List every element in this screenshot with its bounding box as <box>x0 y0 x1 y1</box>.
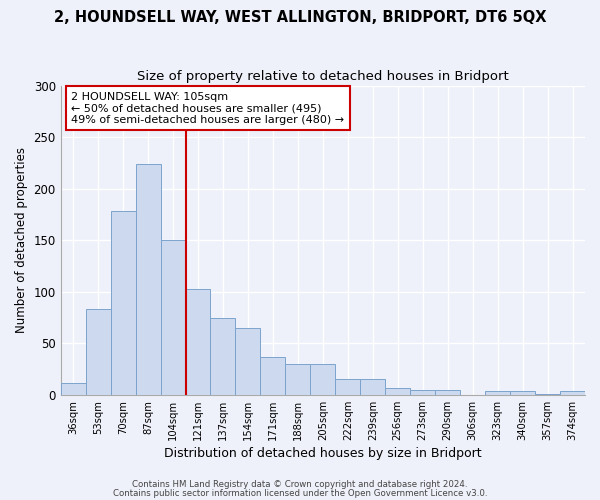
Bar <box>136 164 161 395</box>
Bar <box>385 388 410 395</box>
Bar <box>435 390 460 395</box>
Y-axis label: Number of detached properties: Number of detached properties <box>15 147 28 333</box>
Bar <box>410 390 435 395</box>
Text: Contains HM Land Registry data © Crown copyright and database right 2024.: Contains HM Land Registry data © Crown c… <box>132 480 468 489</box>
Bar <box>310 364 335 395</box>
Bar <box>86 310 110 395</box>
Text: 2 HOUNDSELL WAY: 105sqm
← 50% of detached houses are smaller (495)
49% of semi-d: 2 HOUNDSELL WAY: 105sqm ← 50% of detache… <box>71 92 344 125</box>
Bar <box>185 288 211 395</box>
Bar <box>360 380 385 395</box>
Bar <box>510 390 535 395</box>
X-axis label: Distribution of detached houses by size in Bridport: Distribution of detached houses by size … <box>164 447 482 460</box>
Text: 2, HOUNDSELL WAY, WEST ALLINGTON, BRIDPORT, DT6 5QX: 2, HOUNDSELL WAY, WEST ALLINGTON, BRIDPO… <box>54 10 546 25</box>
Bar <box>61 384 86 395</box>
Bar <box>235 328 260 395</box>
Text: Contains public sector information licensed under the Open Government Licence v3: Contains public sector information licen… <box>113 490 487 498</box>
Bar <box>211 318 235 395</box>
Bar <box>535 394 560 395</box>
Bar <box>286 364 310 395</box>
Bar <box>110 212 136 395</box>
Bar <box>260 356 286 395</box>
Bar <box>335 380 360 395</box>
Bar <box>161 240 185 395</box>
Bar <box>485 390 510 395</box>
Title: Size of property relative to detached houses in Bridport: Size of property relative to detached ho… <box>137 70 509 83</box>
Bar <box>560 390 585 395</box>
